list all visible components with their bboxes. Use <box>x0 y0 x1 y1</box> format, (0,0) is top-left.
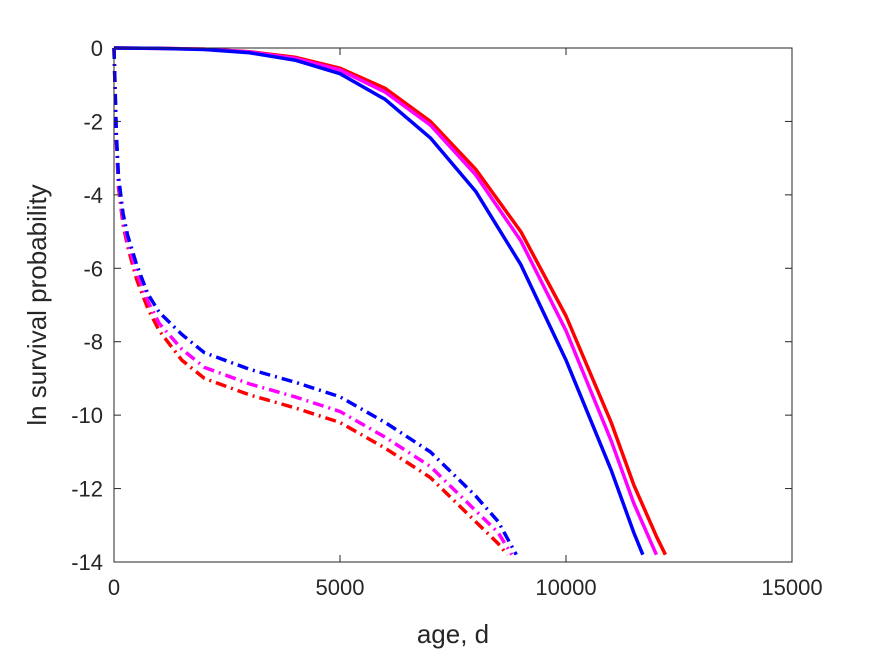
series-line-3-solid <box>113 46 645 556</box>
tick-layer: 0 5000 10000 15000 0 -2 -4 -6 -8 -10 -12 -14 <box>71 36 822 600</box>
y-tick-label: -8 <box>83 330 103 355</box>
x-tick-label: 15000 <box>761 575 822 600</box>
plot-frame <box>113 47 793 563</box>
series-line-5-dashdot <box>112 47 514 556</box>
x-tick-label: 5000 <box>316 575 365 600</box>
y-tick-label: -14 <box>71 550 103 575</box>
y-tick-label: 0 <box>91 36 103 61</box>
y-tick-label: -4 <box>83 183 103 208</box>
y-tick-label: -6 <box>83 256 103 281</box>
series-layer <box>112 46 667 556</box>
plot-area <box>114 48 792 562</box>
y-axis-label: ln survival probability <box>22 184 52 425</box>
x-tick-label: 10000 <box>535 575 596 600</box>
x-tick-label: 0 <box>108 575 120 600</box>
y-tick-label: -10 <box>71 403 103 428</box>
y-tick-label: -12 <box>71 477 103 502</box>
series-line-4-dashdot <box>112 47 509 556</box>
y-tick-label: -2 <box>83 109 103 134</box>
series-line-6-dashdot <box>112 47 518 556</box>
x-axis-label: age, d <box>417 619 489 649</box>
